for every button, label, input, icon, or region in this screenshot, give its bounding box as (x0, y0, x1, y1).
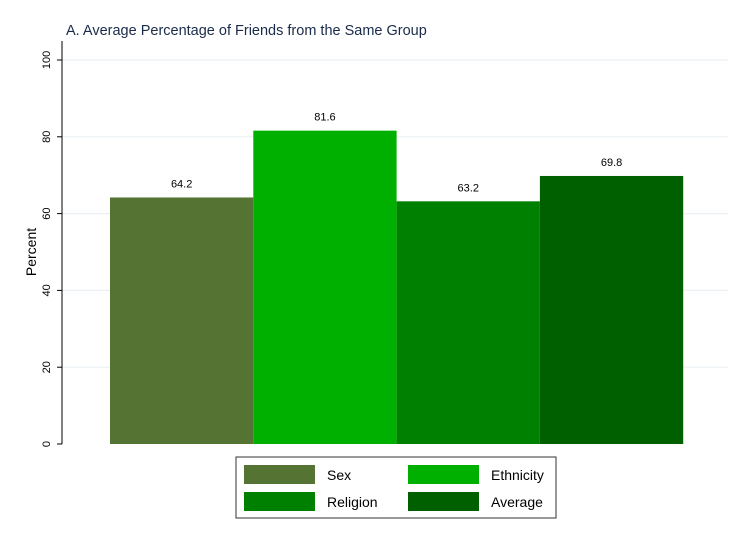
y-tick-label: 40 (41, 284, 53, 296)
legend: Sex Ethnicity Religion Average (235, 456, 557, 519)
legend-label: Ethnicity (491, 467, 544, 483)
legend-swatch (244, 492, 315, 511)
bar-ethnicity (253, 130, 397, 444)
y-tick-label: 100 (41, 51, 53, 69)
bar-average (539, 175, 684, 444)
data-label: 63.2 (458, 182, 479, 194)
legend-swatch (408, 492, 479, 511)
bars: 64.2 81.6 63.2 69.8 (110, 112, 684, 444)
y-axis: 0 20 40 60 80 100 (41, 41, 63, 447)
y-tick-label: 80 (41, 131, 53, 143)
legend-label: Average (491, 494, 543, 510)
legend-swatch (244, 465, 315, 484)
y-tick-label: 20 (41, 361, 53, 373)
bar-religion (396, 201, 540, 444)
data-label: 81.6 (314, 112, 335, 124)
legend-label: Sex (327, 467, 351, 483)
data-label: 69.8 (601, 157, 622, 169)
chart-title: A. Average Percentage of Friends from th… (66, 23, 427, 39)
data-label: 64.2 (171, 178, 192, 190)
legend-label: Religion (327, 494, 378, 510)
y-tick-label: 0 (41, 441, 53, 447)
y-tick-label: 60 (41, 207, 53, 219)
legend-swatch (408, 465, 479, 484)
bar-sex (110, 197, 254, 444)
y-axis-label: Percent (23, 228, 39, 276)
